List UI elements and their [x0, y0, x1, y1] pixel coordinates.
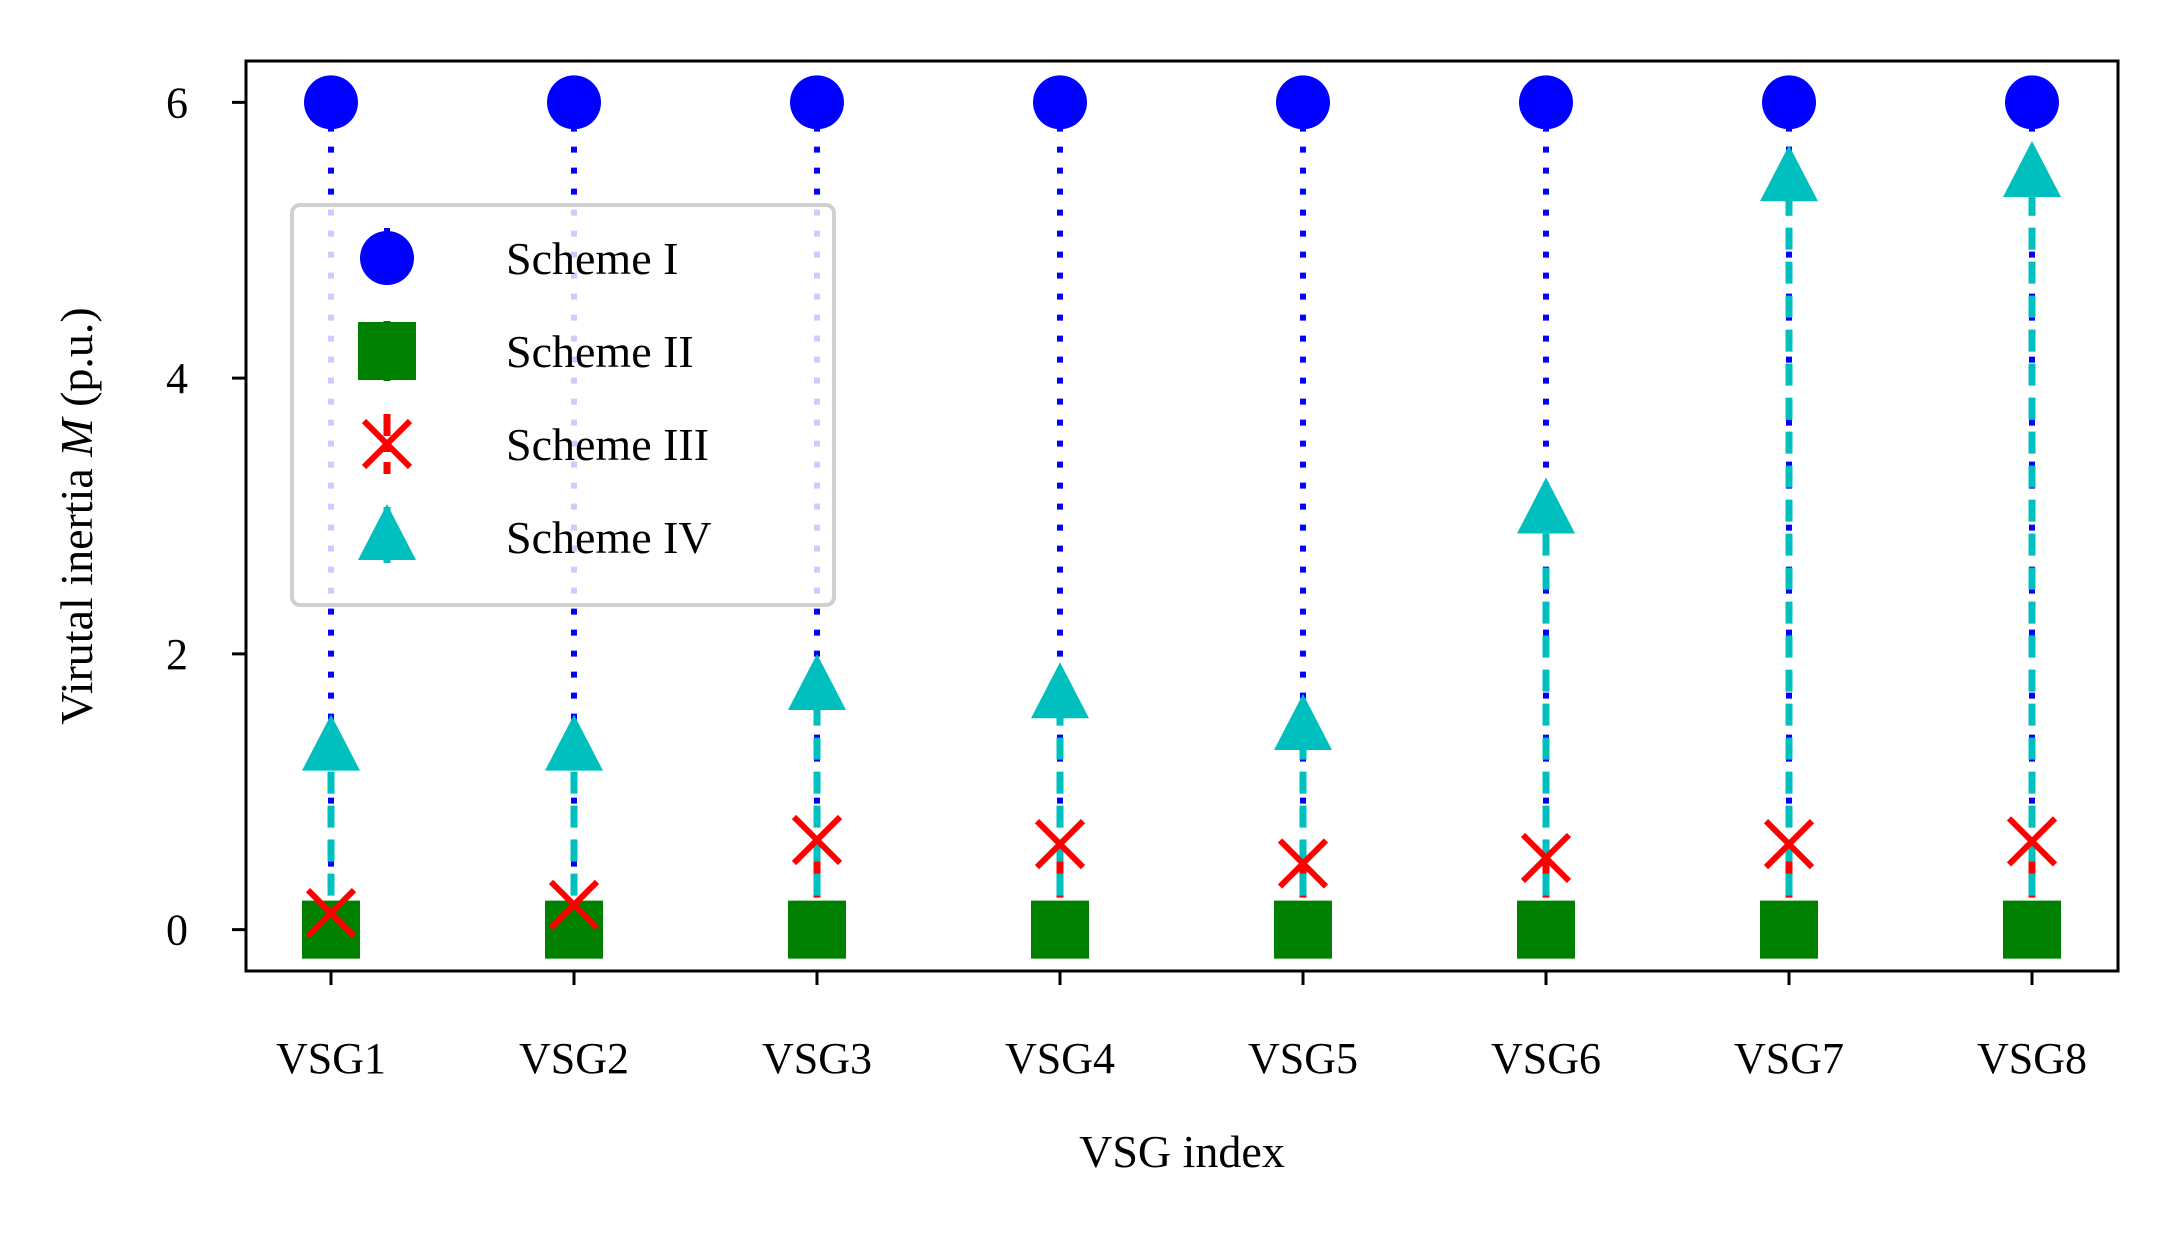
- y-tick-label: 4: [166, 354, 188, 403]
- data-point: [1031, 900, 1089, 959]
- plot-frame: [244, 59, 2120, 973]
- legend-entry: Scheme II: [358, 321, 694, 381]
- legend-entry: Scheme III: [361, 414, 709, 474]
- x-axis-label: VSG index: [1079, 1126, 1285, 1177]
- legend-entry: Scheme I: [360, 228, 678, 288]
- x-tick-label: VSG1: [276, 1034, 386, 1083]
- data-point: [1276, 75, 1330, 130]
- legend-entry: Scheme IV: [358, 504, 712, 567]
- legend-frame: [290, 203, 836, 607]
- series-3-markers: [305, 814, 2058, 939]
- x-axis-ticks: VSG1 VSG2 VSG3 VSG4 VSG5 VSG6 VSG7 VSG8: [276, 971, 2087, 1083]
- legend-label: Scheme II: [506, 326, 694, 377]
- data-point: [788, 900, 846, 959]
- data-point: [1031, 662, 1089, 719]
- data-markers: [302, 75, 2061, 959]
- series-1-markers: [304, 75, 2059, 130]
- series-4-markers: [302, 141, 2061, 771]
- data-point: [304, 75, 358, 130]
- data-point: [1517, 477, 1575, 534]
- legend-label: Scheme IV: [506, 512, 712, 563]
- y-axis-label: Virutal inertia M (p.u.): [51, 307, 102, 725]
- data-point: [2003, 141, 2061, 198]
- legend-label: Scheme III: [506, 419, 709, 470]
- data-point: [1274, 900, 1332, 959]
- data-point: [547, 75, 601, 130]
- data-point: [1277, 838, 1329, 889]
- y-tick-label: 6: [166, 78, 188, 127]
- y-tick-label: 0: [166, 906, 188, 955]
- legend: Scheme I Scheme II Scheme III Scheme IV: [290, 203, 836, 607]
- data-point: [1763, 819, 1815, 870]
- legend-marker: [358, 322, 416, 380]
- data-point: [545, 900, 603, 959]
- data-point: [1760, 900, 1818, 959]
- data-point: [548, 879, 600, 930]
- legend-label: Scheme I: [506, 233, 678, 284]
- legend-marker: [360, 231, 414, 285]
- y-axis-label-main: Virutal inertia: [51, 457, 102, 725]
- legend-marker: [361, 418, 413, 470]
- data-point: [788, 653, 846, 710]
- data-point: [1519, 75, 1573, 130]
- data-point: [1033, 75, 1087, 130]
- data-point: [1274, 693, 1332, 750]
- data-point: [2003, 900, 2061, 959]
- y-tick-label: 2: [166, 630, 188, 679]
- series-2-markers: [302, 900, 2061, 959]
- data-point: [1762, 75, 1816, 130]
- x-tick-label: VSG2: [519, 1034, 629, 1083]
- x-tick-label: VSG7: [1734, 1034, 1844, 1083]
- data-point: [1517, 900, 1575, 959]
- y-axis-ticks: 0 2 4 6: [166, 78, 246, 955]
- y-axis-label-symbol: M: [51, 416, 102, 458]
- data-point: [302, 714, 360, 771]
- x-tick-label: VSG3: [762, 1034, 872, 1083]
- data-point: [1760, 145, 1818, 202]
- data-point: [790, 75, 844, 130]
- data-point: [2006, 816, 2058, 867]
- x-tick-label: VSG8: [1977, 1034, 2087, 1083]
- data-point: [2005, 75, 2059, 130]
- legend-marker: [358, 504, 416, 560]
- data-point: [545, 714, 603, 771]
- data-point: [305, 887, 357, 939]
- x-tick-label: VSG4: [1005, 1034, 1115, 1083]
- data-point: [791, 814, 843, 866]
- data-point: [1034, 819, 1086, 870]
- y-axis-label-unit: (p.u.): [51, 307, 102, 418]
- x-tick-label: VSG6: [1491, 1034, 1601, 1083]
- data-point: [1520, 832, 1572, 884]
- x-tick-label: VSG5: [1248, 1034, 1358, 1083]
